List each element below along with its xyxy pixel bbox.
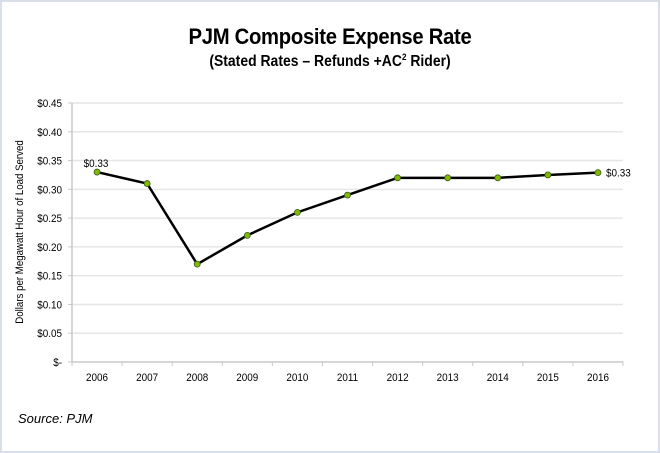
data-point [193, 260, 201, 268]
data-label: $0.33 [606, 168, 631, 180]
x-tick-label: 2009 [236, 373, 258, 385]
x-tick-label: 2013 [437, 373, 459, 385]
axes [68, 102, 624, 366]
x-tick-label: 2010 [286, 373, 308, 385]
source-note: Source: PJM [18, 411, 93, 426]
data-labels: $0.33 $0.33 [84, 159, 631, 180]
data-point [143, 180, 151, 187]
y-tick-label: $0.20 [37, 242, 62, 254]
y-tick-label: $- [53, 358, 62, 370]
x-tick-label: 2015 [537, 373, 559, 385]
y-tick-labels: $- $0.05 $0.10 $0.15 $0.20 $0.25 $0.30 $0.35 $0.… [37, 99, 62, 370]
x-tick-label: 2014 [487, 373, 509, 385]
data-point [243, 231, 251, 239]
gridlines [72, 102, 623, 334]
data-point [344, 191, 351, 199]
data-point [544, 171, 552, 179]
y-tick-label: $0.25 [37, 214, 62, 226]
x-tick-label: 2006 [86, 373, 108, 385]
y-tick-label: $0.30 [37, 185, 62, 197]
subtitle-tail: Rider) [406, 53, 451, 70]
series [93, 168, 602, 268]
x-tick-label: 2007 [136, 373, 158, 385]
x-tick-label: 2008 [186, 373, 208, 385]
subtitle-superscript: 2 [401, 52, 407, 62]
y-tick-label: $0.35 [37, 156, 62, 168]
x-tick-label: 2012 [387, 373, 409, 385]
y-tick-label: $0.40 [37, 127, 62, 139]
data-point [594, 169, 602, 177]
chart-title: PJM Composite Expense Rate [188, 24, 472, 49]
data-label: $0.33 [84, 159, 109, 171]
data-point [394, 174, 401, 182]
data-point [494, 174, 502, 182]
x-tick-label: 2016 [587, 373, 609, 385]
y-tick-label: $0.15 [37, 271, 62, 283]
chart-subtitle: (Stated Rates – Refunds +AC2 Rider) [33, 52, 627, 71]
y-tick-label: $0.10 [37, 300, 62, 312]
x-tick-labels: 2006 2007 2008 2009 2010 2011 2012 2013 2014 2015… [86, 373, 609, 385]
data-point [444, 174, 452, 182]
subtitle-main: (Stated Rates – Refunds +AC [209, 53, 402, 70]
y-tick-label: $0.45 [37, 99, 62, 111]
data-point [93, 168, 101, 176]
x-tick-label: 2011 [337, 373, 358, 385]
y-tick-label: $0.05 [37, 329, 62, 341]
data-point [294, 208, 301, 216]
